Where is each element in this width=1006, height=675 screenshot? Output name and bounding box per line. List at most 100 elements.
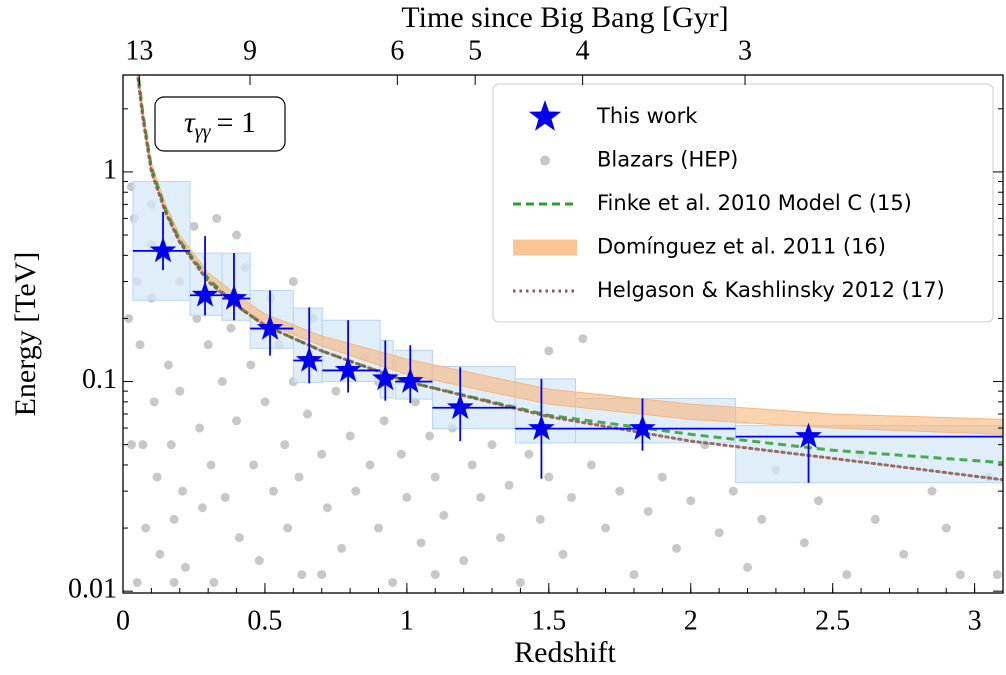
blazar-point [192,313,202,323]
blazar-point [254,556,264,566]
blazar-point [175,386,185,396]
blazar-point [379,416,389,426]
x-tick-label: 1 [400,605,414,636]
blazar-point [941,523,951,533]
model-line [136,75,1003,482]
blazar-point [899,549,909,559]
y-axis-label: Energy [TeV] [9,252,42,417]
blazar-point [180,562,190,572]
annotation-text: = 1 [217,106,256,139]
blazar-point [317,570,327,580]
x-tick-label: 3 [968,605,982,636]
blazar-point [430,570,440,580]
blazar-point [294,472,304,482]
blazar-point [268,486,278,496]
x-tick-label: 2 [684,605,698,636]
blazar-point [842,570,852,580]
blazar-point [234,533,244,543]
blazar-point [166,440,176,450]
blazar-point [544,472,554,482]
blazar-point [496,533,506,543]
blazar-point [430,472,440,482]
blazar-point [317,449,327,459]
blazar-point [345,431,355,441]
blazar-point [686,496,696,506]
blazar-point [992,570,1002,580]
legend-marker [540,155,550,166]
blazar-point [714,528,724,538]
blazar-point [927,486,937,496]
blazar-point [220,492,230,502]
blazar-point [212,213,222,223]
blazar-point [672,543,682,553]
star-marker [528,414,555,440]
annotation: τγγ = 1 [184,106,256,143]
star-marker [629,414,656,440]
blazar-point [544,346,554,356]
blazar-point [260,397,270,407]
blazar-point [813,496,823,506]
x2-axis-label: Time since Big Bang [Gyr] [401,1,728,34]
blazar-point [124,313,134,323]
blazar-point [232,230,242,240]
blazar-point [127,440,137,450]
blazar-point [657,472,667,482]
blazar-point [396,449,406,459]
legend: This work Blazars (HEP) Finke et al. 2010 … [492,83,994,323]
blazar-point [955,570,965,580]
blazar-point [504,480,514,490]
blazar-point [297,570,307,580]
blazar-point [135,340,145,350]
blazar-point [799,538,809,548]
blazar-point [249,460,259,470]
y-tick-label: 0.01 [68,574,117,605]
blazar-point [197,503,207,513]
legend-marker [528,100,562,131]
blazar-point [743,562,753,572]
blazar-point [152,472,162,482]
x-tick-label: 0.5 [247,605,282,636]
blazar-point [217,377,227,387]
legend-label: Helgason & Kashlinsky 2012 (17) [597,278,945,302]
blazar-point [155,549,165,559]
blazar-point [206,460,216,470]
blazar-point [373,523,383,533]
x2-tick-label: 5 [468,35,482,66]
blazar-point [410,397,420,407]
annotation-symbol: τ [184,106,196,139]
blazar-point [331,386,341,396]
blazar-point [303,409,313,419]
blazar-point [728,486,738,496]
y-tick-label: 0.1 [82,364,117,395]
blazar-point [757,514,767,524]
star-marker [372,364,399,391]
blazar-point [141,523,151,533]
star-marker [191,281,219,307]
blazar-point [558,549,568,559]
star-marker [795,422,822,448]
blazar-point [163,360,173,370]
blazar-point [467,460,477,470]
x-axis-label: Redshift [514,636,616,669]
legend-label: Blazars (HEP) [597,148,738,172]
x-tick-label: 1.5 [531,605,566,636]
blazar-point [351,486,361,496]
x2-tick-label: 4 [576,35,590,66]
blazar-point [601,523,611,533]
star-marker [220,284,248,310]
blazar-point [402,492,412,502]
blazar-point [524,449,534,459]
blazar-point [226,323,236,333]
star-marker [149,236,177,263]
star-marker [256,314,284,340]
blazar-point [178,486,188,496]
x2-tick-label: 13 [125,35,153,66]
blazar-point [132,577,142,587]
blazar-point [365,460,375,470]
star-marker [397,367,424,393]
blazar-point [209,577,219,587]
legend-label: This work [596,104,698,128]
x-tick-label: 2.5 [815,605,850,636]
legend-box [492,83,994,323]
x-tick-label: 0 [116,605,130,636]
